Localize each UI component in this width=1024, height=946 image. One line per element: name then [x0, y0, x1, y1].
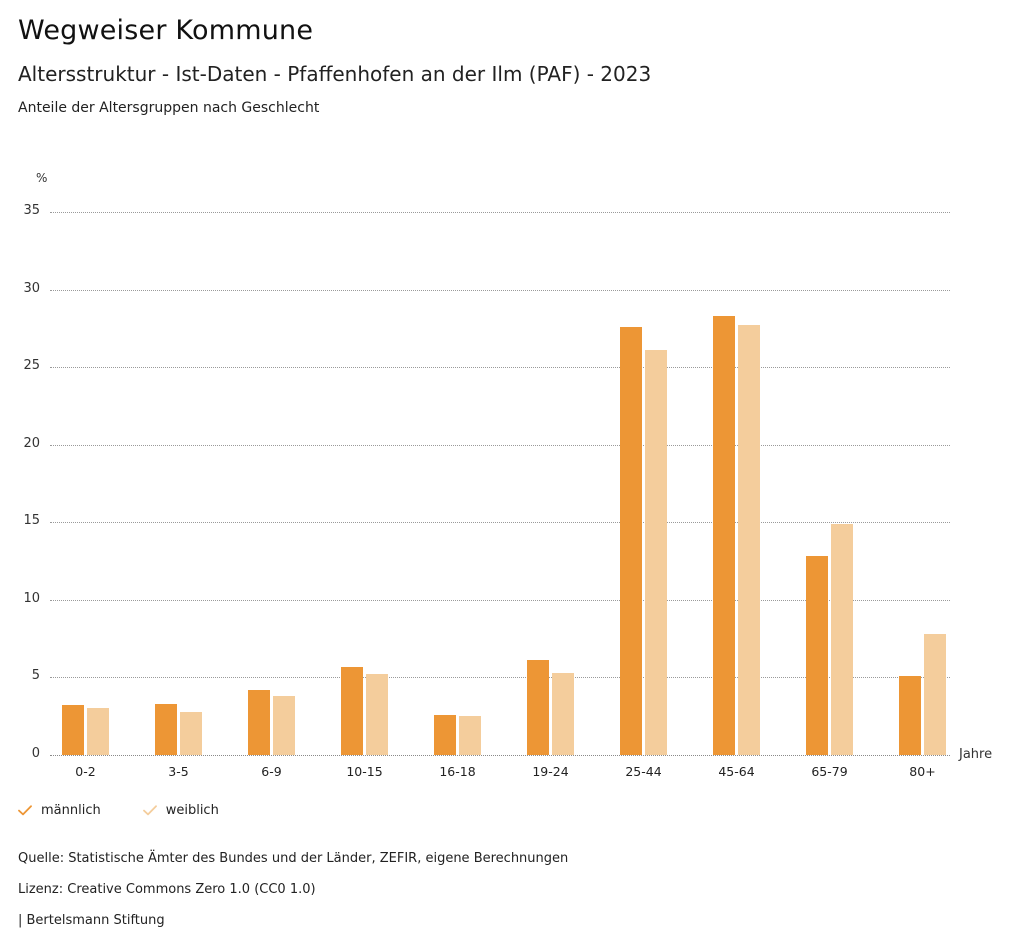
bar-weiblich-80+[interactable] — [924, 633, 946, 755]
bar-weiblich-16-18[interactable] — [459, 716, 481, 755]
y-axis-tick-label: 25 — [23, 358, 40, 374]
gridline-20 — [50, 444, 950, 446]
x-axis-tick-label-3-5: 3-5 — [168, 764, 189, 779]
gridline-10 — [50, 599, 950, 601]
check-icon — [18, 805, 32, 816]
x-axis-tick-label-25-44: 25-44 — [625, 764, 662, 779]
chart-footer: Quelle: Statistische Ämter des Bundes un… — [18, 843, 568, 936]
check-icon — [142, 805, 157, 816]
legend-item-label: weiblich — [165, 803, 219, 818]
bar-männlich-3-5[interactable] — [155, 703, 177, 755]
bar-weiblich-6-9[interactable] — [273, 696, 295, 755]
footer-license: Lizenz: Creative Commons Zero 1.0 (CC0 1… — [18, 882, 316, 897]
bar-männlich-16-18[interactable] — [434, 714, 456, 755]
chart-header: Wegweiser Kommune Altersstruktur - Ist-D… — [18, 14, 651, 118]
y-axis-tick-label: 10 — [23, 590, 40, 606]
bar-weiblich-19-24[interactable] — [552, 672, 574, 755]
bar-weiblich-3-5[interactable] — [180, 711, 202, 755]
y-axis-tick-label: 20 — [23, 435, 40, 451]
x-axis-tick-label-80+: 80+ — [909, 764, 936, 779]
page-title: Wegweiser Kommune — [18, 15, 314, 46]
x-axis-tick-label-65-79: 65-79 — [811, 764, 848, 779]
legend-item-label: männlich — [41, 803, 101, 818]
gridline-25 — [50, 367, 950, 369]
y-axis-unit-label: % — [36, 171, 48, 185]
y-axis-tick-label: 15 — [23, 513, 40, 529]
gridline-0 — [50, 755, 950, 756]
chart-subtitle: Altersstruktur - Ist-Daten - Pfaffenhofe… — [18, 62, 652, 86]
bar-männlich-10-15[interactable] — [341, 666, 363, 755]
bar-männlich-25-44[interactable] — [620, 326, 642, 755]
y-axis-tick-label: 30 — [23, 280, 40, 296]
bar-weiblich-0-2[interactable] — [87, 708, 109, 755]
legend-item-weiblich[interactable]: weiblich — [142, 803, 219, 818]
bar-männlich-45-64[interactable] — [713, 315, 735, 755]
x-axis-unit-label: Jahre — [959, 747, 993, 762]
chart-description: Anteile der Altersgruppen nach Geschlech… — [18, 100, 320, 116]
bar-männlich-6-9[interactable] — [248, 689, 270, 755]
bar-männlich-65-79[interactable] — [806, 556, 828, 755]
bar-männlich-80+[interactable] — [899, 675, 921, 755]
bar-männlich-0-2[interactable] — [62, 705, 84, 755]
footer-publisher: | Bertelsmann Stiftung — [18, 913, 165, 928]
chart-legend[interactable]: männlich weiblich — [18, 803, 219, 818]
bar-weiblich-25-44[interactable] — [645, 350, 667, 755]
y-axis-tick-label: 35 — [23, 203, 40, 218]
x-axis-tick-label-6-9: 6-9 — [261, 764, 282, 779]
legend-item-männlich[interactable]: männlich — [18, 803, 101, 818]
footer-source: Quelle: Statistische Ämter des Bundes un… — [18, 851, 569, 866]
x-axis-tick-label-16-18: 16-18 — [439, 764, 476, 779]
x-axis-tick-label-0-2: 0-2 — [75, 764, 96, 779]
gridline-5 — [50, 677, 950, 679]
gridline-30 — [50, 289, 950, 291]
y-axis-tick-label: 0 — [31, 746, 40, 761]
bar-weiblich-45-64[interactable] — [738, 325, 760, 755]
bar-weiblich-65-79[interactable] — [831, 523, 853, 755]
gridline-35 — [50, 212, 950, 213]
x-axis-tick-label-10-15: 10-15 — [346, 764, 383, 779]
x-axis-tick-label-45-64: 45-64 — [718, 764, 755, 779]
y-axis-tick-label: 5 — [31, 668, 40, 684]
gridline-15 — [50, 522, 950, 524]
x-axis-tick-label-19-24: 19-24 — [532, 764, 569, 779]
bar-männlich-19-24[interactable] — [527, 660, 549, 755]
bar-weiblich-10-15[interactable] — [366, 674, 388, 755]
